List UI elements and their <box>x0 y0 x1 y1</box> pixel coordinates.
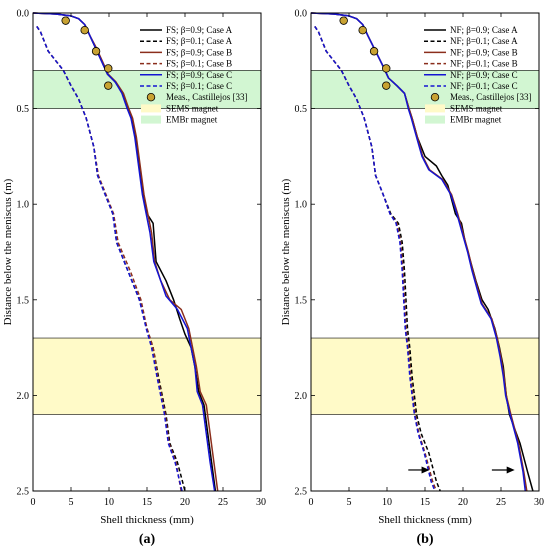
x-tick-label: 5 <box>69 497 74 508</box>
legend-label: Meas., Castillejos [33] <box>450 92 532 102</box>
y-axis-label: Distance below the meniscus (m) <box>2 178 14 325</box>
x-tick-label: 5 <box>347 497 352 508</box>
legend-swatch-band <box>141 104 161 113</box>
x-axis-label: Shell thickness (mm) <box>378 514 472 526</box>
y-tick-label: 2.0 <box>295 391 308 402</box>
y-tick-label: 2.5 <box>17 487 30 498</box>
legend-swatch-band <box>141 115 161 124</box>
legend-swatch-marker <box>146 92 156 102</box>
magnet-band <box>32 70 262 109</box>
arrow-head <box>421 466 430 474</box>
legend-label: FS; β=0.9; Case B <box>166 47 232 57</box>
x-tick-label: 10 <box>382 497 392 508</box>
series-line <box>36 25 183 492</box>
legend-label: FS; β=0.1; Case B <box>166 59 232 69</box>
legend-label: NF; β=0.1; Case C <box>450 81 518 91</box>
legend-label: EMBr magnet <box>166 115 218 125</box>
panel-label: (a) <box>139 532 156 547</box>
series-line <box>314 25 441 492</box>
measurement-point <box>339 16 348 25</box>
x-axis-label: Shell thickness (mm) <box>100 514 194 526</box>
legend-label: FS; β=0.9; Case A <box>166 25 233 35</box>
y-tick-label: 0.5 <box>295 104 308 115</box>
legend-swatch-band <box>425 104 445 113</box>
y-tick-label: 2.0 <box>17 391 30 402</box>
legend-swatch-marker <box>430 92 440 102</box>
legend-label: NF; β=0.9; Case C <box>450 70 518 80</box>
x-tick-label: 20 <box>180 497 190 508</box>
legend-label: NF; β=0.1; Case B <box>450 59 518 69</box>
x-tick-label: 25 <box>218 497 228 508</box>
measurement-point <box>104 64 113 73</box>
x-tick-label: 10 <box>104 497 114 508</box>
legend-label: EMBr magnet <box>450 115 502 125</box>
series-line <box>310 12 527 492</box>
legend-label: FS; β=0.1; Case C <box>166 81 232 91</box>
legend-label: Meas., Castillejos [33] <box>166 92 248 102</box>
y-tick-label: 0.5 <box>17 104 30 115</box>
x-tick-label: 0 <box>309 497 314 508</box>
measurement-point <box>358 26 367 35</box>
measurement-point <box>382 64 391 73</box>
x-tick-label: 25 <box>496 497 506 508</box>
legend-label: NF; β=0.9; Case B <box>450 47 518 57</box>
panel-label: (b) <box>416 532 433 547</box>
chart-panel-a: 0 5 10 15 20 25 30 0.0 0.5 1.0 1.5 2.0 2.5 Shell thic… <box>2 9 266 548</box>
series-line <box>314 25 436 492</box>
y-tick-label: 2.5 <box>295 487 308 498</box>
legend: NF; β=0.9; Case ANF; β=0.1; Case ANF; β=… <box>424 25 532 125</box>
measurement-point <box>61 16 70 25</box>
legend-label: FS; β=0.9; Case C <box>166 70 232 80</box>
legend-label: FS; β=0.1; Case A <box>166 36 233 46</box>
y-axis-label: Distance below the meniscus (m) <box>280 178 292 325</box>
measurement-point <box>369 47 379 56</box>
series-line <box>314 25 438 492</box>
measurement-point <box>91 47 101 56</box>
legend-label: NF; β=0.9; Case A <box>450 25 518 35</box>
y-tick-label: 0.0 <box>17 9 30 20</box>
legend: FS; β=0.9; Case AFS; β=0.1; Case AFS; β=… <box>140 25 248 125</box>
y-tick-label: 1.0 <box>295 200 308 211</box>
arrow-head <box>506 466 515 474</box>
chart-panel-b: 0 5 10 15 20 25 30 0.0 0.5 1.0 1.5 2.0 2.5 Shell thic… <box>280 9 544 548</box>
series-line <box>32 12 216 492</box>
legend-label: SEMS magnet <box>450 103 503 113</box>
x-tick-label: 30 <box>256 497 266 508</box>
y-tick-label: 0.0 <box>295 9 308 20</box>
x-tick-label: 15 <box>142 497 152 508</box>
measurement-point <box>382 81 391 90</box>
magnet-band <box>310 70 540 109</box>
legend-label: SEMS magnet <box>166 103 219 113</box>
y-tick-label: 1.5 <box>17 295 30 306</box>
measurement-point <box>80 26 89 35</box>
legend-swatch-band <box>425 115 445 124</box>
y-tick-label: 1.0 <box>17 200 30 211</box>
magnet-band <box>32 337 262 415</box>
legend-label: NF; β=0.1; Case A <box>450 36 518 46</box>
x-tick-label: 20 <box>458 497 468 508</box>
y-tick-label: 1.5 <box>295 295 308 306</box>
x-tick-label: 0 <box>31 497 36 508</box>
x-tick-label: 30 <box>534 497 544 508</box>
x-tick-label: 15 <box>420 497 430 508</box>
measurement-point <box>104 81 113 90</box>
